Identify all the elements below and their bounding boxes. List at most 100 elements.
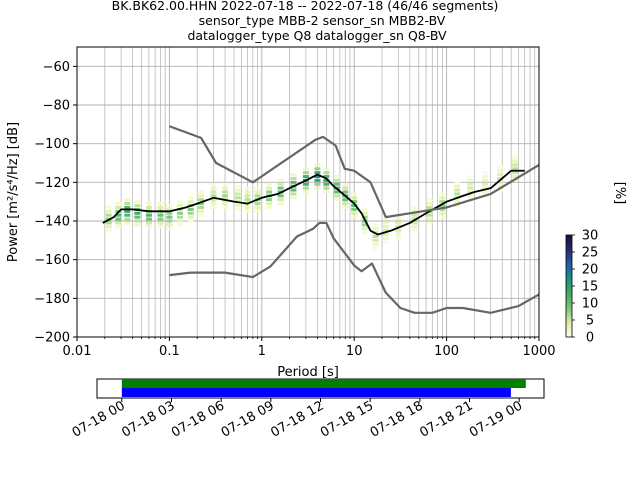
density-bin — [382, 225, 389, 229]
density-bin — [244, 198, 251, 202]
density-bin — [254, 202, 261, 206]
density-bin — [166, 215, 173, 219]
title-line-1: BK.BK62.00.HHN 2022-07-18 -- 2022-07-18 … — [112, 0, 499, 13]
density-bin — [314, 167, 321, 171]
density-bin — [361, 207, 368, 211]
density-bin — [395, 236, 402, 240]
density-bin — [176, 200, 183, 204]
density-bin — [512, 175, 519, 179]
density-bin — [115, 205, 122, 209]
density-bin — [497, 165, 504, 169]
density-bin — [234, 192, 241, 196]
density-bin — [382, 240, 389, 244]
density-bin — [124, 202, 131, 206]
density-bin — [497, 188, 504, 192]
density-bin — [234, 204, 241, 208]
density-bin — [497, 180, 504, 184]
density-bin — [254, 209, 261, 213]
density-bin — [351, 200, 358, 204]
density-bin — [266, 182, 273, 186]
density-bin — [244, 209, 251, 213]
density-bin — [157, 221, 164, 225]
density-bin — [105, 229, 112, 233]
density-bin — [351, 196, 358, 200]
density-bin — [266, 205, 273, 209]
timeline-tick-label: 07-18 09 — [219, 398, 277, 440]
density-bin — [426, 202, 433, 206]
density-bin — [290, 196, 297, 200]
density-bin — [439, 211, 446, 215]
y-tick-label: −160 — [34, 253, 70, 268]
density-bin — [467, 178, 474, 182]
density-bin — [372, 242, 379, 246]
density-bin — [467, 182, 474, 186]
density-bin — [481, 178, 488, 182]
timeline-tick-label: 07-18 00 — [70, 398, 128, 440]
title-line-2: sensor_type MBB-2 sensor_sn MBB2-BV — [199, 13, 446, 28]
density-bin — [254, 205, 261, 209]
series-noise-model-low — [169, 221, 540, 314]
timeline-bar-data — [121, 379, 526, 388]
density-bin — [454, 200, 461, 204]
density-bin — [314, 163, 321, 167]
density-bin — [302, 182, 309, 186]
density-bin — [512, 171, 519, 175]
density-bin — [266, 186, 273, 190]
density-bin — [176, 211, 183, 215]
density-bin — [426, 221, 433, 225]
density-bin — [234, 184, 241, 188]
colorbar-tick-label: 5 — [586, 314, 594, 329]
density-bin — [124, 209, 131, 213]
density-bin — [105, 213, 112, 217]
density-bin — [372, 246, 379, 250]
density-bin — [395, 221, 402, 225]
density-bin — [467, 175, 474, 179]
density-bin — [222, 182, 229, 186]
density-bin — [323, 167, 330, 171]
density-bin — [411, 217, 418, 221]
timeline-tick-label: 07-19 00 — [467, 398, 525, 440]
density-bin — [361, 211, 368, 215]
x-tick-label: 10 — [346, 344, 363, 359]
density-bin — [198, 202, 205, 206]
x-tick-label: 100 — [434, 344, 459, 359]
density-bin — [198, 205, 205, 209]
colorbar-tick-label: 15 — [582, 280, 599, 295]
density-bin — [266, 202, 273, 206]
density-bin — [426, 205, 433, 209]
density-bin — [210, 198, 217, 202]
density-bin — [124, 217, 131, 221]
density-bin — [254, 194, 261, 198]
timeline-tick-label: 07-18 03 — [119, 398, 177, 440]
density-bin — [342, 190, 349, 194]
y-tick-label: −80 — [43, 99, 70, 114]
density-bin — [454, 184, 461, 188]
x-tick-label: 1 — [258, 344, 266, 359]
timeline-bars — [121, 379, 526, 397]
density-bin — [333, 190, 340, 194]
density-bin — [198, 190, 205, 194]
density-bin — [157, 205, 164, 209]
density-bin — [351, 215, 358, 219]
y-tick-label: −180 — [34, 292, 70, 307]
density-bin — [333, 175, 340, 179]
density-bin — [290, 176, 297, 180]
density-bin — [115, 217, 122, 221]
density-bin — [210, 202, 217, 206]
y-tick-label: −100 — [34, 137, 70, 152]
density-bin — [342, 205, 349, 209]
density-bin — [145, 205, 152, 209]
density-bin — [497, 169, 504, 173]
density-bin — [372, 238, 379, 242]
density-bin — [166, 211, 173, 215]
density-bin — [157, 225, 164, 229]
density-bin — [361, 231, 368, 235]
x-tick-label: 0.01 — [63, 344, 92, 359]
density-bin — [198, 213, 205, 217]
y-tick-label: −200 — [34, 331, 70, 346]
density-bin — [115, 221, 122, 225]
density-bin — [342, 186, 349, 190]
density-bin — [105, 221, 112, 225]
